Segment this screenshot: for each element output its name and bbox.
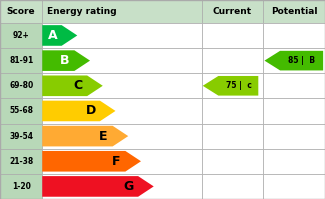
Bar: [202, 48, 263, 73]
Polygon shape: [42, 126, 128, 146]
Text: 81-91: 81-91: [9, 56, 33, 65]
Bar: [0, 0, 42, 23]
Bar: [0, 98, 42, 124]
Text: 55-68: 55-68: [9, 106, 33, 115]
Bar: [42, 149, 202, 174]
Bar: [202, 23, 263, 48]
Bar: [202, 0, 263, 23]
Text: 1-20: 1-20: [12, 182, 31, 191]
Bar: [42, 0, 202, 23]
Bar: [263, 0, 325, 23]
Text: 21-38: 21-38: [9, 157, 33, 166]
Polygon shape: [42, 25, 77, 46]
Bar: [42, 124, 202, 149]
Text: 92+: 92+: [13, 31, 30, 40]
Bar: [0, 23, 42, 48]
Polygon shape: [42, 176, 154, 197]
Bar: [263, 174, 325, 199]
Text: C: C: [73, 79, 82, 92]
Text: B: B: [60, 54, 70, 67]
Bar: [0, 149, 42, 174]
Polygon shape: [42, 101, 115, 121]
Text: E: E: [99, 130, 108, 143]
Text: 85 |  B: 85 | B: [288, 56, 315, 65]
Bar: [263, 73, 325, 98]
Bar: [42, 23, 202, 48]
Text: G: G: [124, 180, 134, 193]
Bar: [202, 149, 263, 174]
Bar: [0, 48, 42, 73]
Bar: [0, 73, 42, 98]
Bar: [42, 174, 202, 199]
Text: Current: Current: [213, 7, 252, 16]
Bar: [0, 124, 42, 149]
Bar: [42, 73, 202, 98]
Bar: [263, 98, 325, 124]
Text: Energy rating: Energy rating: [47, 7, 117, 16]
Bar: [202, 124, 263, 149]
Bar: [42, 98, 202, 124]
Text: F: F: [112, 155, 120, 168]
Bar: [202, 174, 263, 199]
Text: D: D: [85, 104, 96, 117]
Text: Score: Score: [7, 7, 35, 16]
Bar: [202, 98, 263, 124]
Polygon shape: [203, 76, 258, 96]
Bar: [263, 23, 325, 48]
Text: Potential: Potential: [271, 7, 318, 16]
Text: 39-54: 39-54: [9, 132, 33, 141]
Bar: [263, 48, 325, 73]
Text: 69-80: 69-80: [9, 81, 33, 90]
Polygon shape: [42, 75, 103, 96]
Polygon shape: [265, 51, 323, 70]
Bar: [263, 124, 325, 149]
Bar: [42, 48, 202, 73]
Text: 75 |  c: 75 | c: [226, 81, 252, 90]
Bar: [263, 149, 325, 174]
Text: A: A: [47, 29, 57, 42]
Polygon shape: [42, 50, 90, 71]
Bar: [0, 174, 42, 199]
Bar: [202, 73, 263, 98]
Polygon shape: [42, 151, 141, 172]
